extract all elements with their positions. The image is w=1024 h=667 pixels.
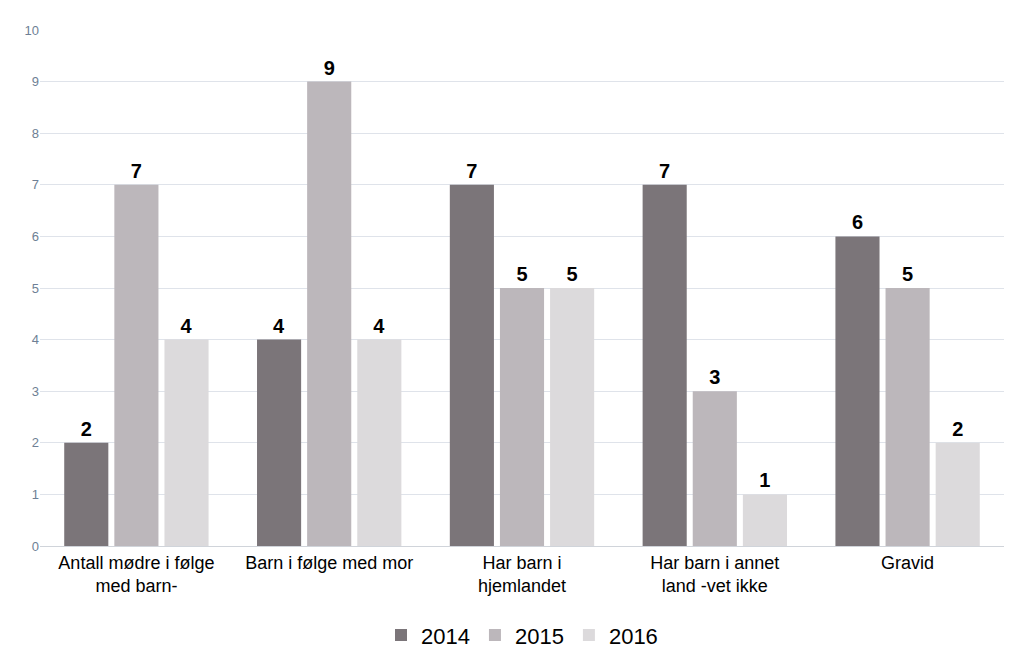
svg-text:2015: 2015: [515, 624, 564, 649]
svg-text:5: 5: [32, 281, 39, 296]
svg-text:Gravid: Gravid: [881, 553, 934, 573]
svg-text:5: 5: [516, 263, 527, 285]
svg-text:10: 10: [25, 23, 39, 38]
svg-text:2: 2: [952, 418, 963, 440]
svg-text:7: 7: [659, 160, 670, 182]
svg-text:5: 5: [567, 263, 578, 285]
svg-text:7: 7: [466, 160, 477, 182]
svg-text:8: 8: [32, 126, 39, 141]
svg-text:2014: 2014: [421, 624, 470, 649]
svg-text:2016: 2016: [609, 624, 658, 649]
svg-text:7: 7: [32, 177, 39, 192]
svg-text:4: 4: [32, 332, 39, 347]
svg-text:9: 9: [324, 57, 335, 79]
svg-text:4: 4: [373, 315, 385, 337]
svg-text:6: 6: [32, 229, 39, 244]
svg-text:0: 0: [32, 539, 39, 554]
svg-text:4: 4: [181, 315, 193, 337]
svg-text:9: 9: [32, 74, 39, 89]
svg-text:4: 4: [273, 315, 285, 337]
svg-text:6: 6: [852, 211, 863, 233]
svg-text:Antall mødre i følgemed barn-: Antall mødre i følgemed barn-: [58, 553, 214, 596]
svg-text:3: 3: [32, 384, 39, 399]
svg-text:3: 3: [709, 366, 720, 388]
svg-text:1: 1: [759, 469, 770, 491]
svg-text:2: 2: [32, 435, 39, 450]
svg-text:1: 1: [32, 487, 39, 502]
svg-text:Barn i følge med mor: Barn i følge med mor: [245, 553, 413, 573]
svg-text:7: 7: [131, 160, 142, 182]
svg-text:5: 5: [902, 263, 913, 285]
svg-text:Har barn i annetland -vet ikke: Har barn i annetland -vet ikke: [650, 553, 779, 596]
svg-text:Har barn ihjemlandet: Har barn ihjemlandet: [478, 553, 566, 596]
svg-text:2: 2: [81, 418, 92, 440]
